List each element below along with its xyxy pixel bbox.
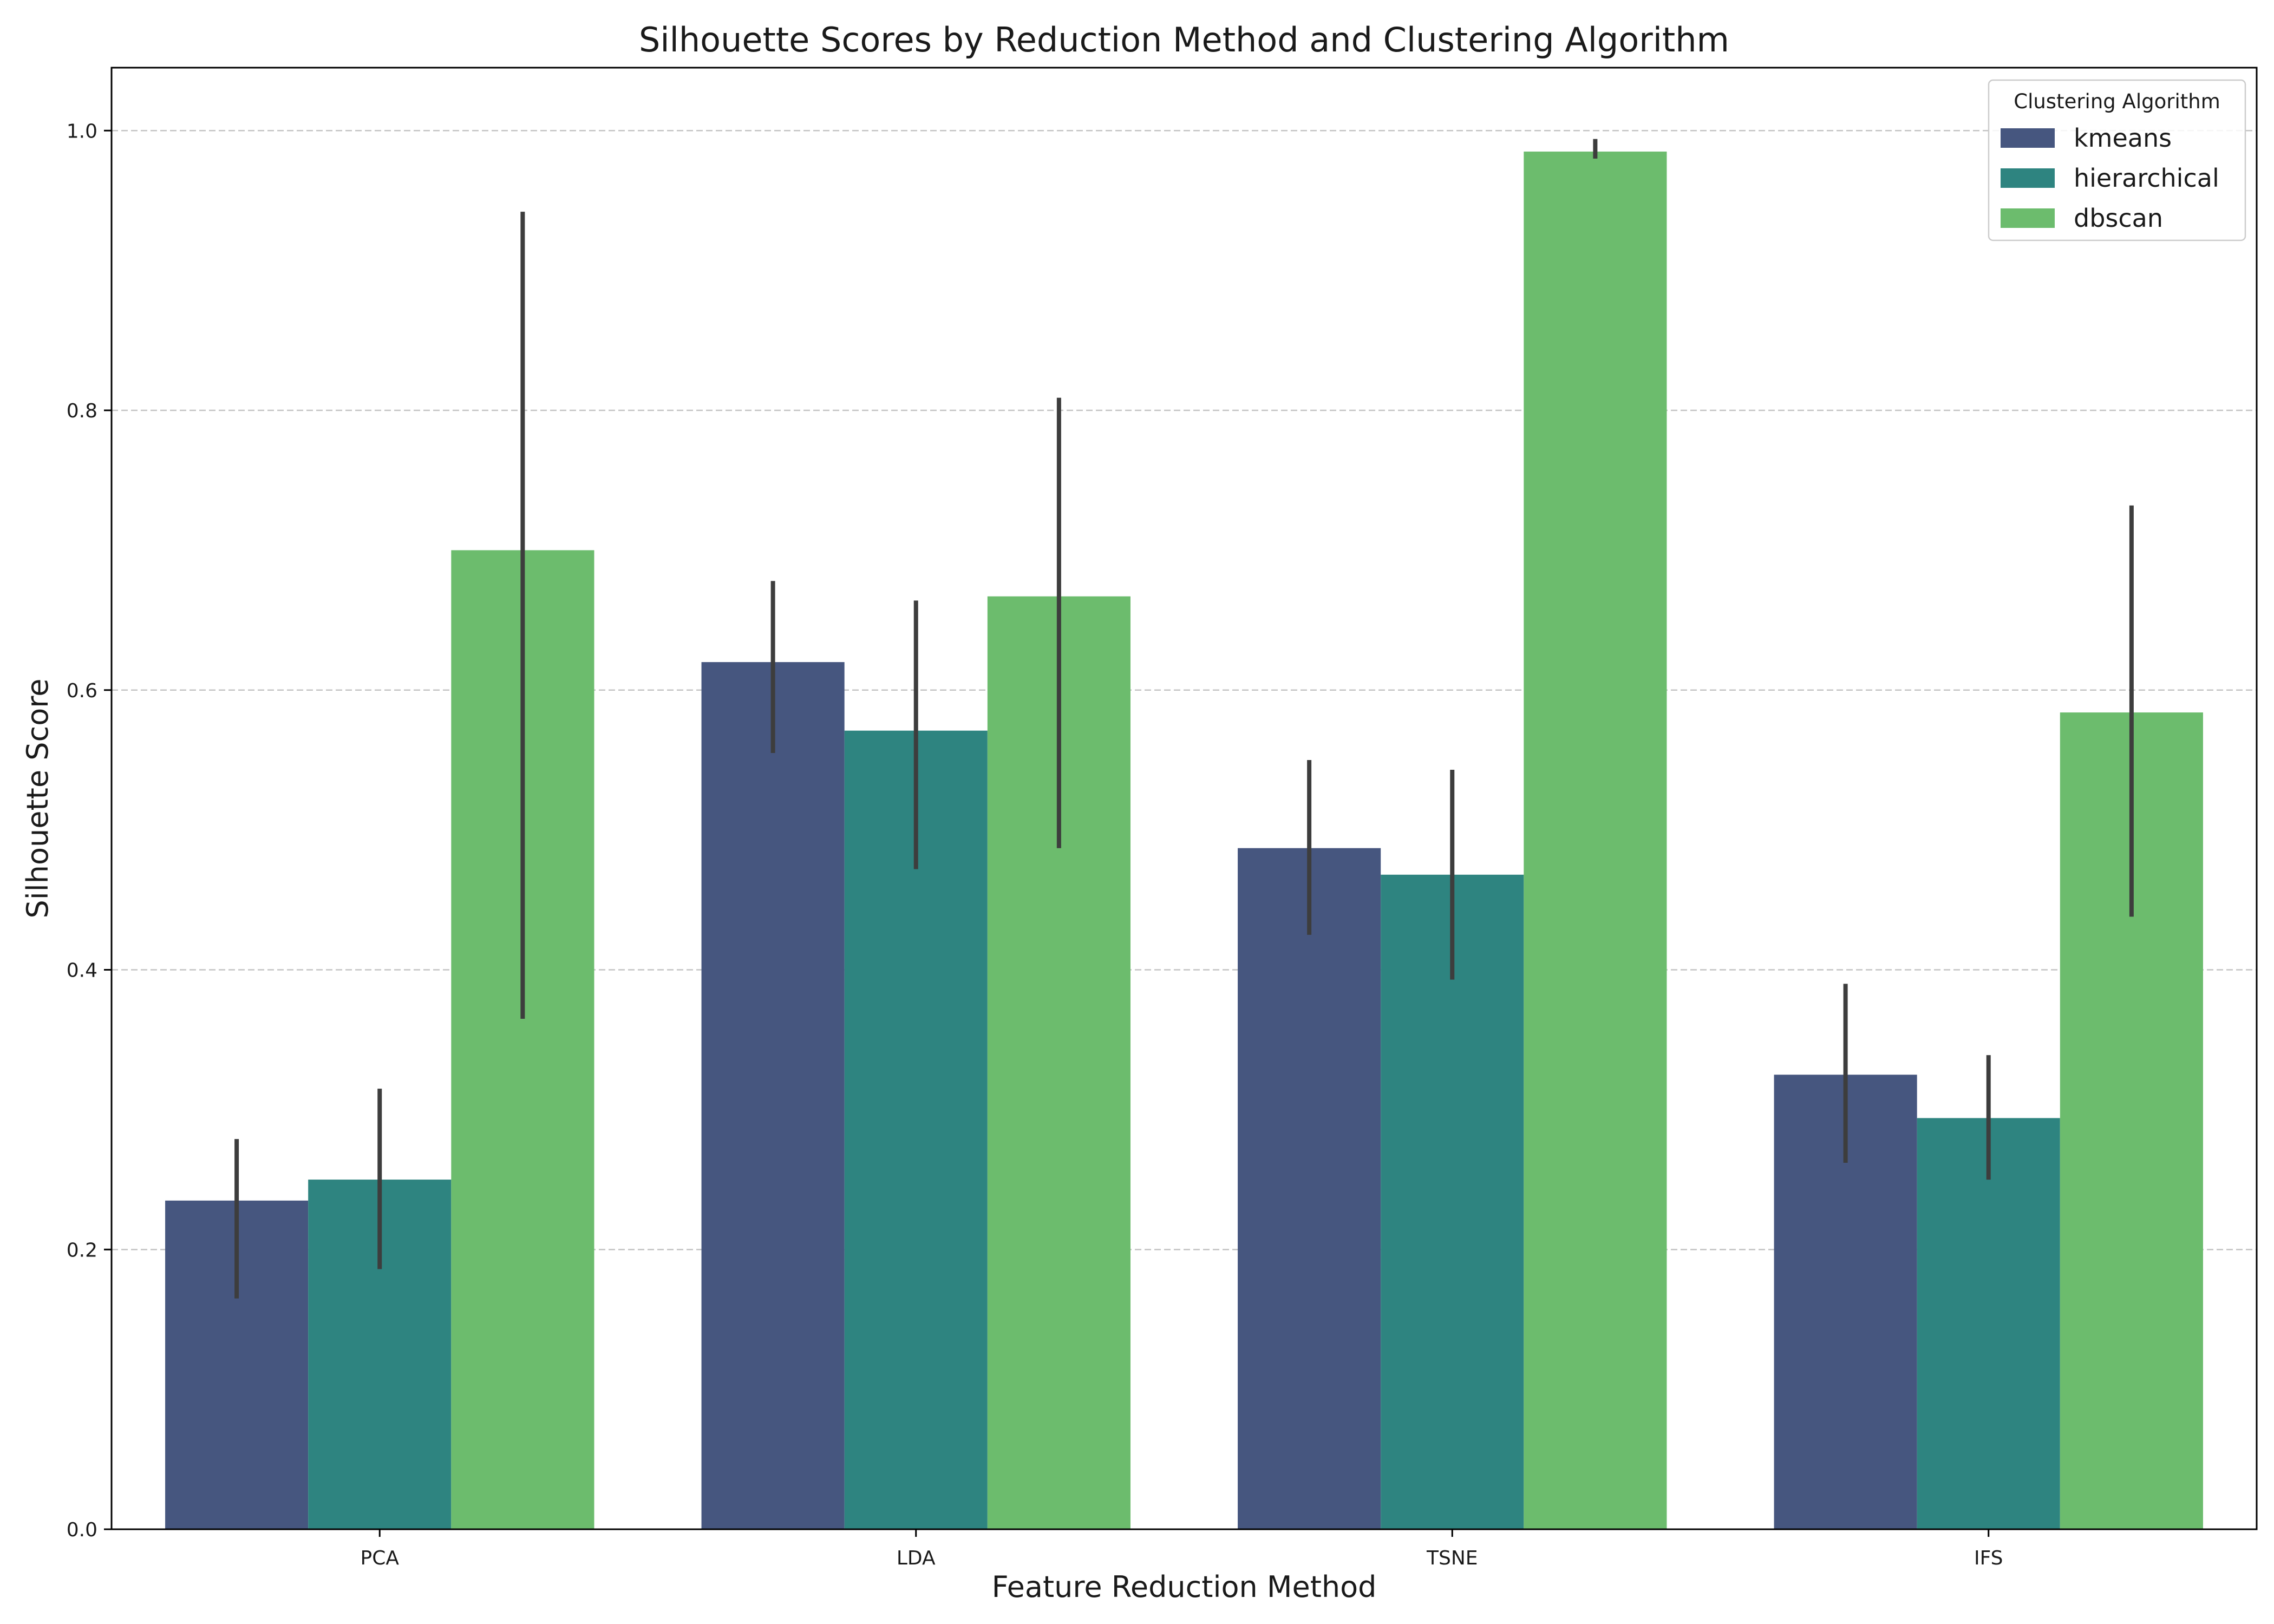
bar-kmeans-lda — [701, 662, 845, 1529]
bar-dbscan-tsne — [1524, 152, 1667, 1529]
x-axis-ticks: PCA LDA TSNE IFS — [361, 1529, 2003, 1569]
legend-label-hierarchical: hierarchical — [2074, 163, 2219, 193]
x-tick-label-tsne: TSNE — [1426, 1547, 1478, 1569]
y-axis-ticks: 0.0 0.2 0.4 0.6 0.8 1.0 — [67, 120, 112, 1541]
y-tick-label: 0.0 — [67, 1519, 97, 1541]
legend-swatch-dbscan — [2001, 208, 2055, 228]
bar-kmeans-tsne — [1238, 848, 1381, 1529]
bar-hierarchical-tsne — [1381, 874, 1524, 1529]
y-tick-label: 0.6 — [67, 680, 97, 702]
y-tick-label: 1.0 — [67, 120, 97, 142]
y-axis-label: Silhouette Score — [21, 679, 55, 919]
plot-frame — [110, 67, 2258, 1530]
x-tick-label-lda: LDA — [897, 1547, 936, 1569]
legend-title: Clustering Algorithm — [2014, 90, 2220, 113]
legend-label-kmeans: kmeans — [2074, 123, 2172, 153]
x-tick-label-ifs: IFS — [1974, 1547, 2003, 1569]
x-axis-label: Feature Reduction Method — [992, 1570, 1377, 1604]
error-bars — [234, 139, 2134, 1299]
legend-swatch-kmeans — [2001, 128, 2055, 148]
y-tick-label: 0.4 — [67, 960, 97, 982]
chart-title: Silhouette Scores by Reduction Method an… — [639, 20, 1729, 60]
legend: Clustering Algorithm kmeans hierarchical d… — [1988, 79, 2246, 241]
legend-label-dbscan: dbscan — [2074, 204, 2163, 233]
legend-box — [1988, 79, 2246, 241]
legend-items: kmeans hierarchical dbscan — [2001, 123, 2219, 233]
y-tick-label: 0.8 — [67, 400, 97, 422]
y-tick-label: 0.2 — [67, 1239, 97, 1261]
legend-swatch-hierarchical — [2001, 168, 2055, 188]
x-tick-label-pca: PCA — [361, 1547, 400, 1569]
bars — [165, 152, 2203, 1529]
bar-hierarchical-ifs — [1917, 1118, 2060, 1529]
